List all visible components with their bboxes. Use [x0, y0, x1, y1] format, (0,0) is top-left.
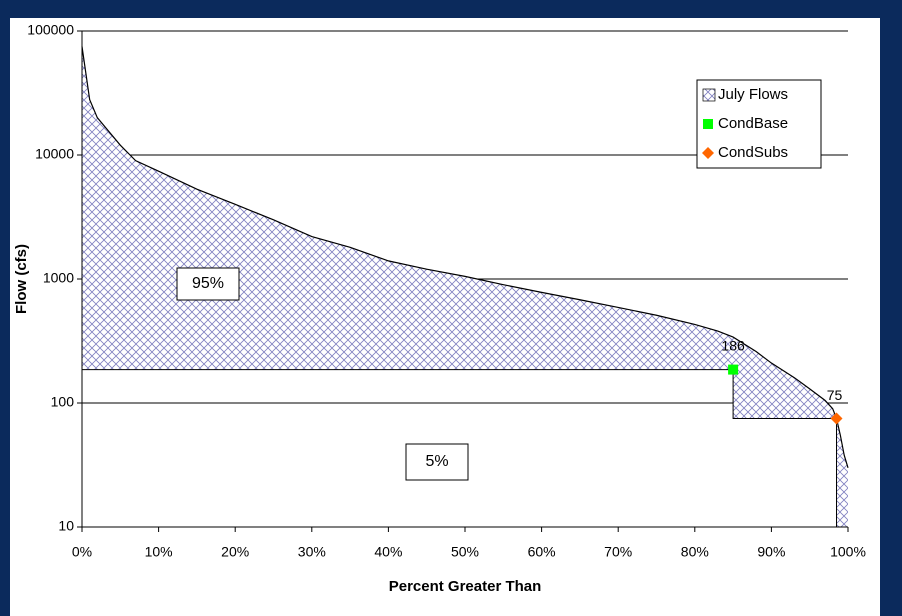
condbase-point: [728, 364, 739, 375]
data-label: 186: [721, 337, 745, 353]
y-tick-label: 10: [58, 518, 74, 534]
legend-label: CondSubs: [718, 144, 788, 161]
annotation: 5%: [425, 453, 448, 470]
area-fill: [82, 46, 848, 528]
y-tick-label: 1000: [43, 270, 74, 286]
legend-swatch: [703, 119, 713, 129]
x-tick-label: 40%: [374, 544, 402, 560]
x-tick-label: 80%: [681, 544, 709, 560]
legend-label: CondBase: [718, 115, 788, 132]
x-tick-label: 30%: [298, 544, 326, 560]
y-tick-label: 100000: [27, 22, 74, 38]
y-axis-title: Flow (cfs): [13, 244, 30, 314]
data-label: 75: [827, 387, 843, 403]
x-tick-label: 100%: [830, 544, 866, 560]
x-tick-label: 0%: [72, 544, 92, 560]
x-tick-label: 10%: [145, 544, 173, 560]
annotation-box: [405, 443, 469, 481]
x-tick-label: 60%: [528, 544, 556, 560]
y-tick-label: 10000: [35, 146, 74, 162]
annotation: 95%: [192, 275, 224, 292]
x-tick-label: 90%: [757, 544, 785, 560]
annotation-box: [176, 267, 240, 301]
x-tick-label: 20%: [221, 544, 249, 560]
x-tick-label: 70%: [604, 544, 632, 560]
x-tick-label: 50%: [451, 544, 479, 560]
legend-label: July Flows: [718, 86, 788, 103]
y-tick-label: 100: [51, 394, 75, 410]
threshold-line: [82, 369, 838, 527]
legend-swatch: [702, 147, 714, 159]
legend-swatch: [702, 88, 716, 102]
condsubs-point: [830, 412, 843, 425]
x-axis-title: Percent Greater Than: [389, 578, 542, 595]
legend-box: [696, 79, 822, 169]
flow-curve: [81, 46, 849, 469]
